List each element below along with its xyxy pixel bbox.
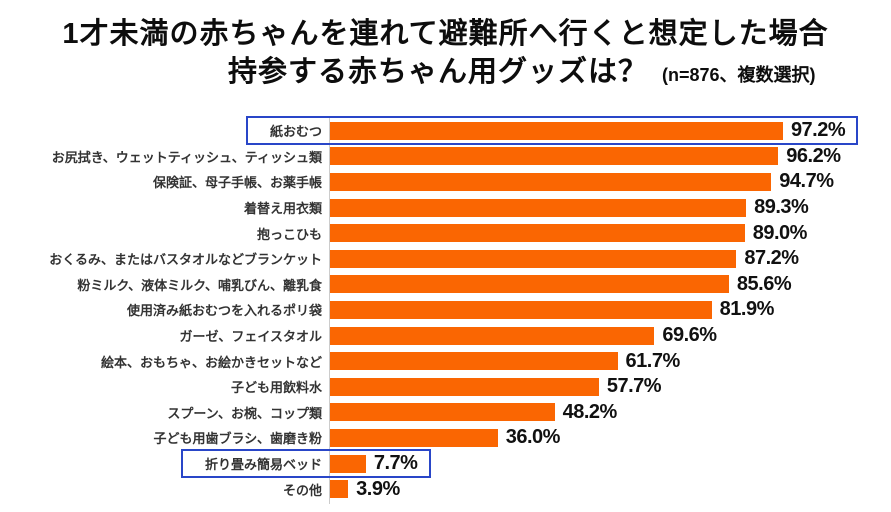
chart-title-line2-row: 持参する赤ちゃん用グッズは？ (n=876、複数選択) bbox=[0, 53, 891, 94]
bar bbox=[330, 147, 779, 166]
bar bbox=[330, 352, 618, 371]
category-label: 粉ミルク、液体ミルク、哺乳びん、離乳食 bbox=[77, 277, 322, 293]
value-label: 36.0% bbox=[505, 426, 561, 449]
value-label: 89.3% bbox=[754, 196, 809, 219]
category-label: 抱っこひも bbox=[256, 226, 322, 242]
category-label: 絵本、おもちゃ、お絵かきセットなど bbox=[100, 354, 322, 370]
bar-chart: 紙おむつ 97.2% お尻拭き、ウェットティッシュ、ティッシュ類 96.2% 保険証、母… bbox=[0, 116, 891, 504]
value-label: 87.2% bbox=[744, 247, 799, 270]
value-label: 96.2% bbox=[786, 144, 841, 167]
bar bbox=[330, 249, 737, 268]
category-label: 使用済み紙おむつを入れるポリ袋 bbox=[126, 303, 322, 319]
chart-row: スプーン、お椀、コップ類 48.2% bbox=[0, 400, 891, 426]
chart-row: その他 3.9% bbox=[0, 476, 891, 502]
value-label: 94.7% bbox=[779, 170, 834, 193]
chart-row: 着替え用衣類 89.3% bbox=[0, 195, 891, 221]
category-label: 紙おむつ bbox=[269, 124, 322, 140]
sample-size-note: (n=876、複数選択) bbox=[662, 65, 816, 85]
bar bbox=[330, 121, 783, 140]
category-label: その他 bbox=[282, 482, 322, 498]
chart-row: 紙おむつ 97.2% bbox=[0, 116, 891, 145]
chart-title-line1: 1才未満の赤ちゃんを連れて避難所へ行くと想定した場合 bbox=[62, 18, 829, 50]
bar bbox=[330, 198, 747, 217]
chart-row: おくるみ、またはバスタオルなどブランケット 87.2% bbox=[0, 246, 891, 272]
chart-row: 抱っこひも 89.0% bbox=[0, 220, 891, 246]
category-label: スプーン、お椀、コップ類 bbox=[167, 405, 322, 421]
value-label: 85.6% bbox=[736, 272, 792, 295]
bar bbox=[330, 172, 772, 191]
value-label: 48.2% bbox=[562, 400, 618, 423]
value-label: 69.6% bbox=[662, 324, 717, 347]
chart-row: 絵本、おもちゃ、お絵かきセットなど 61.7% bbox=[0, 348, 891, 374]
chart-rows: 紙おむつ 97.2% お尻拭き、ウェットティッシュ、ティッシュ類 96.2% 保険証、母… bbox=[0, 116, 891, 502]
bar bbox=[330, 326, 655, 345]
value-label: 89.0% bbox=[752, 221, 808, 244]
chart-row: 粉ミルク、液体ミルク、哺乳びん、離乳食 85.6% bbox=[0, 272, 891, 298]
axis-baseline bbox=[329, 118, 330, 504]
category-label: 折り畳み簡易ベッド bbox=[204, 457, 322, 473]
bar bbox=[330, 454, 366, 473]
category-label: 保険証、母子手帳、お薬手帳 bbox=[152, 175, 322, 191]
category-label: おくるみ、またはバスタオルなどブランケット bbox=[49, 252, 322, 268]
value-label: 7.7% bbox=[373, 452, 418, 475]
chart-row: ガーゼ、フェイスタオル 69.6% bbox=[0, 323, 891, 349]
chart-row: お尻拭き、ウェットティッシュ、ティッシュ類 96.2% bbox=[0, 144, 891, 170]
bar bbox=[330, 300, 712, 319]
value-label: 57.7% bbox=[606, 375, 662, 398]
value-label: 3.9% bbox=[356, 477, 400, 500]
category-label: 子ども用歯ブラシ、歯磨き粉 bbox=[153, 431, 322, 447]
chart-title-line2: 持参する赤ちゃん用グッズは？ bbox=[228, 56, 649, 88]
value-label: 97.2% bbox=[790, 119, 846, 142]
chart-row: 子ども用飲料水 57.7% bbox=[0, 374, 891, 400]
bar bbox=[330, 428, 498, 447]
bar bbox=[330, 403, 555, 422]
value-label: 81.9% bbox=[719, 298, 775, 321]
category-label: 着替え用衣類 bbox=[243, 201, 322, 217]
chart-row: 子ども用歯ブラシ、歯磨き粉 36.0% bbox=[0, 425, 891, 451]
bar bbox=[330, 480, 349, 499]
chart-row: 使用済み紙おむつを入れるポリ袋 81.9% bbox=[0, 297, 891, 323]
bar bbox=[330, 224, 745, 243]
bar bbox=[330, 275, 729, 294]
chart-row: 保険証、母子手帳、お薬手帳 94.7% bbox=[0, 169, 891, 195]
bar bbox=[330, 377, 599, 396]
category-label: 子ども用飲料水 bbox=[230, 380, 322, 396]
category-label: ガーゼ、フェイスタオル bbox=[179, 329, 322, 345]
category-label: お尻拭き、ウェットティッシュ、ティッシュ類 bbox=[51, 149, 322, 165]
chart-row: 折り畳み簡易ベッド 7.7% bbox=[0, 448, 891, 478]
value-label: 61.7% bbox=[625, 349, 681, 372]
